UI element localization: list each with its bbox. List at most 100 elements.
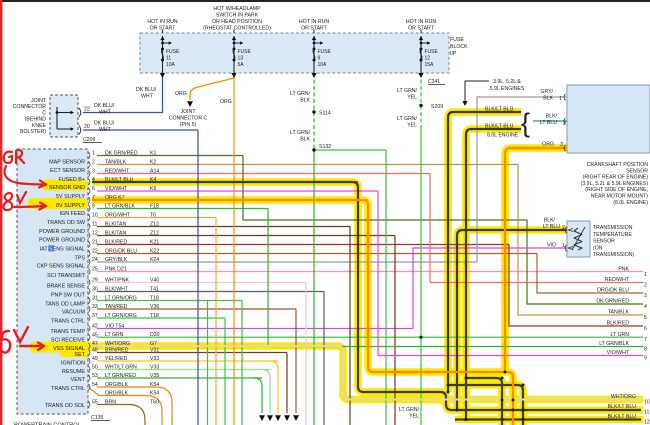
svg-text:OR START: OR START: [150, 26, 177, 32]
svg-text:10: 10: [92, 213, 98, 219]
svg-text:VIO/WHT: VIO/WHT: [105, 186, 128, 192]
svg-text:(RHEOSTAT CONTROLLED): (RHEOSTAT CONTROLLED): [203, 26, 271, 32]
svg-text:LT GRN/: LT GRN/: [397, 88, 418, 94]
svg-text:2: 2: [92, 160, 95, 166]
svg-text:D20: D20: [150, 332, 160, 338]
svg-text:TRANSMISSION: TRANSMISSION: [593, 225, 633, 231]
svg-text:BOLSTER): BOLSTER): [20, 129, 46, 135]
svg-text:ORG/WHT: ORG/WHT: [105, 212, 131, 218]
svg-text:31: 31: [92, 296, 98, 302]
svg-text:1: 1: [559, 96, 562, 102]
svg-text:SCI TRANSMIT: SCI TRANSMIT: [47, 273, 86, 279]
svg-text:YEL: YEL: [409, 414, 419, 420]
svg-text:BLK/: BLK/: [546, 114, 558, 120]
svg-text:FUSED B+: FUSED B+: [58, 177, 85, 183]
svg-text:JOINT: JOINT: [181, 109, 197, 115]
svg-text:LT GRN/: LT GRN/: [399, 407, 420, 413]
svg-text:GRY/BLK: GRY/BLK: [105, 257, 128, 263]
svg-text:3: 3: [644, 293, 647, 299]
svg-text:3: 3: [92, 169, 95, 175]
svg-text:ORG/DK BLU: ORG/DK BLU: [105, 248, 137, 254]
svg-text:TRANSMISSION): TRANSMISSION): [593, 252, 634, 258]
svg-text:F18: F18: [150, 203, 159, 209]
svg-text:LT GRN/ORG: LT GRN/ORG: [105, 313, 137, 319]
svg-text:12: 12: [644, 420, 650, 425]
svg-text:CKP SENS SIGNAL: CKP SENS SIGNAL: [37, 264, 85, 270]
svg-text:22: 22: [92, 249, 98, 255]
svg-text:TRANS OD SW: TRANS OD SW: [47, 220, 86, 226]
svg-text:10: 10: [644, 400, 650, 406]
svg-text:C241: C241: [428, 79, 440, 85]
svg-text:BRN: BRN: [105, 399, 116, 405]
svg-text:10A: 10A: [318, 62, 328, 68]
svg-text:MAP SENSOR: MAP SENSOR: [49, 159, 85, 165]
svg-text:YEL: YEL: [407, 123, 417, 129]
svg-text:TEMPERATURE: TEMPERATURE: [593, 232, 632, 238]
svg-text:BLK: BLK: [543, 96, 553, 102]
svg-text:48: 48: [92, 348, 98, 354]
svg-text:11: 11: [644, 410, 649, 416]
svg-text:BLK: BLK: [300, 98, 310, 104]
svg-text:ORG: ORG: [175, 91, 187, 97]
svg-text:LT GRN: LT GRN: [610, 332, 629, 338]
svg-text:DK BLU/: DK BLU/: [136, 87, 157, 93]
svg-text:8: 8: [644, 347, 647, 353]
svg-text:24: 24: [92, 257, 98, 263]
svg-text:PNP SW OUT: PNP SW OUT: [51, 293, 86, 299]
svg-text:5A: 5A: [238, 62, 245, 68]
svg-text:VIO: VIO: [547, 243, 556, 249]
svg-text:V40: V40: [150, 277, 159, 283]
svg-text:TRANS TEMP: TRANS TEMP: [50, 329, 85, 335]
svg-text:BLK/RED: BLK/RED: [607, 321, 629, 327]
svg-text:1: 1: [92, 151, 95, 157]
svg-text:BLK: BLK: [300, 137, 310, 143]
svg-text:CONNECTOR C: CONNECTOR C: [169, 116, 208, 122]
svg-text:K4: K4: [150, 177, 156, 183]
svg-text:25: 25: [92, 267, 98, 273]
svg-text:KNEE: KNEE: [32, 123, 47, 129]
svg-text:BLK/LT BLU: BLK/LT BLU: [105, 177, 134, 183]
svg-text:POWER GROUND: POWER GROUND: [39, 229, 85, 235]
svg-text:S: S: [49, 247, 53, 253]
svg-text:LT BLU: LT BLU: [540, 120, 557, 126]
svg-text:FUSE: FUSE: [450, 37, 464, 43]
svg-text:IGNITION: IGNITION: [61, 361, 85, 367]
svg-text:S114: S114: [319, 111, 331, 117]
svg-text:BLK/TAN: BLK/TAN: [105, 230, 126, 236]
svg-text:SENSOR GND: SENSOR GND: [49, 185, 85, 191]
svg-text:50: 50: [92, 365, 98, 371]
svg-text:BLK/LT BLU: BLK/LT BLU: [608, 404, 637, 410]
svg-text:T60: T60: [150, 399, 159, 405]
svg-text:K54: K54: [150, 382, 159, 388]
svg-text:21: 21: [92, 240, 98, 246]
svg-text:BLK/RED: BLK/RED: [105, 239, 127, 245]
svg-text:C209: C209: [83, 137, 96, 143]
svg-text:NEAR MOTOR MOUNT): NEAR MOTOR MOUNT): [591, 194, 649, 200]
svg-text:YEL/RED: YEL/RED: [105, 356, 127, 362]
svg-text:K54: K54: [150, 390, 159, 396]
svg-text:FUSE: FUSE: [166, 49, 180, 55]
svg-text:TANS OD LAMP: TANS OD LAMP: [45, 301, 85, 307]
svg-text:(BEHIND: (BEHIND: [25, 117, 47, 123]
svg-text:BLK/: BLK/: [544, 218, 556, 224]
svg-text:BRAKE SENSE: BRAKE SENSE: [47, 284, 85, 290]
svg-text:3.9L, 5.2L &: 3.9L, 5.2L &: [493, 79, 521, 85]
svg-text:ORG: ORG: [542, 142, 554, 148]
svg-text:RED/WHT: RED/WHT: [105, 168, 130, 174]
svg-text:5.9L ENGINES: 5.9L ENGINES: [490, 86, 525, 92]
svg-text:VIO T54: VIO T54: [105, 323, 124, 329]
svg-text:K1: K1: [150, 150, 156, 156]
svg-text:V36: V36: [150, 304, 159, 310]
svg-text:IGN FEED: IGN FEED: [60, 211, 86, 217]
svg-text:BLK/LT BLU: BLK/LT BLU: [485, 107, 514, 113]
svg-text:DK BLU/: DK BLU/: [94, 103, 115, 109]
svg-text:S209: S209: [431, 104, 443, 110]
svg-text:6: 6: [92, 186, 95, 192]
svg-text:K24: K24: [150, 257, 159, 263]
svg-text:WHT/PNK: WHT/PNK: [105, 277, 129, 283]
svg-text:37: 37: [92, 313, 98, 319]
svg-text:ECT SENSOR: ECT SENSOR: [50, 168, 85, 174]
svg-text:TAN/BLK: TAN/BLK: [105, 159, 127, 165]
svg-text:YEL: YEL: [407, 95, 417, 101]
svg-text:C135: C135: [91, 415, 104, 421]
